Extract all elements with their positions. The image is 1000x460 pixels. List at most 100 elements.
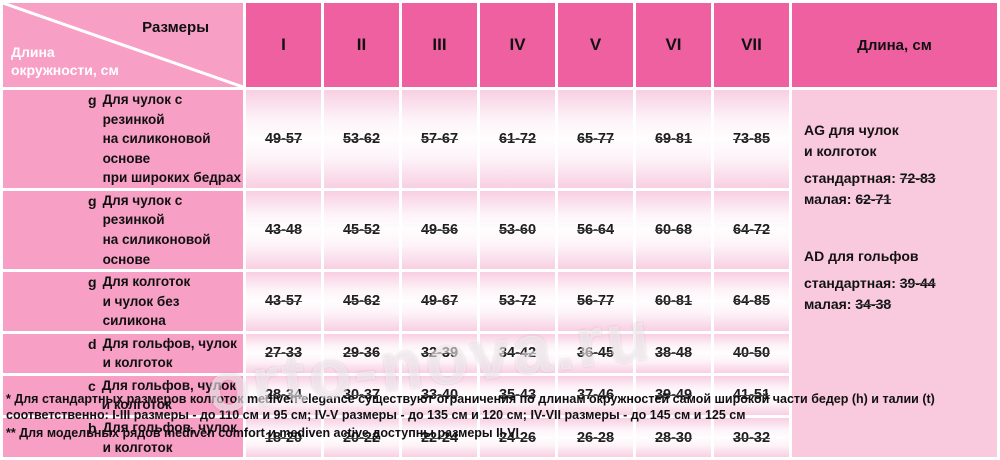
size-value: 60-68 xyxy=(654,221,693,238)
size-value: 20-22 xyxy=(342,429,381,446)
size-column-header-6: VI xyxy=(636,3,711,87)
value-cell: 38-48 xyxy=(636,333,711,373)
row-letter: g xyxy=(88,92,97,108)
length-info-cell: AG для чулок и колготок стандартная: 72-… xyxy=(792,90,997,458)
size-value: 56-64 xyxy=(576,221,615,238)
value-cell: 60-81 xyxy=(636,272,711,331)
size-column-header-1: I xyxy=(246,3,321,87)
sizes-label: Размеры xyxy=(142,19,209,36)
length-info-ad: AD для гольфов стандартная: 39-44 малая:… xyxy=(804,246,989,315)
row-letter: c xyxy=(88,377,96,394)
value-cell: 30-37 xyxy=(324,375,399,415)
value-cell: 37-46 xyxy=(558,375,633,415)
value-cell: 53-60 xyxy=(480,190,555,270)
size-value: 43-48 xyxy=(264,221,303,238)
row-label-cell: c Для гольфов, чулок и колготок xyxy=(3,375,243,415)
table-row: g Для чулок с резинкой на силиконовой ос… xyxy=(3,190,997,270)
size-value: 45-62 xyxy=(342,293,381,310)
row-letter: d xyxy=(88,335,97,352)
value-cell: 56-77 xyxy=(558,272,633,331)
footnotes: * Для стандартных размеров колготок medi… xyxy=(6,391,996,442)
value-cell: 49-56 xyxy=(402,190,477,270)
table-row: g Для чулок с резинкой на силиконовой ос… xyxy=(3,90,997,458)
row-label-cell: g Для колготок и чулок без силикона xyxy=(3,272,243,331)
row-label: Для чулок с резинкой на силиконовой осно… xyxy=(102,92,242,186)
value-cell: 41-51 xyxy=(714,375,789,415)
size-column-header-5: V xyxy=(558,3,633,87)
row-label: Для гольфов, чулок и колготок xyxy=(102,335,237,371)
value-cell: 53-62 xyxy=(324,90,399,188)
value-cell: 61-72 xyxy=(480,90,555,188)
size-value: 49-57 xyxy=(264,130,303,147)
header-row: Размеры Длина окружности, см I II III IV… xyxy=(3,3,997,87)
value-cell: 49-67 xyxy=(402,272,477,331)
size-column-header-3: III xyxy=(402,3,477,87)
ad-title: AD для гольфов xyxy=(804,248,919,264)
ag-small-label: малая: xyxy=(804,191,852,207)
value-cell: 32-39 xyxy=(402,333,477,373)
value-cell: 69-81 xyxy=(636,90,711,188)
ag-title: AG для чулок и колготок xyxy=(804,122,899,159)
size-value: 53-72 xyxy=(498,293,537,310)
size-value: 64-72 xyxy=(732,221,771,238)
size-value: 18-20 xyxy=(264,429,303,446)
size-value: 53-62 xyxy=(342,130,381,147)
size-value: 30-32 xyxy=(732,429,771,446)
row-label: Для гольфов, чулок и колготок xyxy=(101,377,237,413)
diagonal-divider xyxy=(3,3,243,87)
size-value: 73-85 xyxy=(732,130,771,147)
row-letter: g xyxy=(88,274,97,291)
size-value: 29-36 xyxy=(342,345,381,362)
row-label: Для колготок и чулок без силикона xyxy=(102,274,191,329)
size-value: 56-77 xyxy=(576,293,615,310)
value-cell: 35-43 xyxy=(480,375,555,415)
size-value: 28-30 xyxy=(654,429,693,446)
value-cell: 39-49 xyxy=(636,375,711,415)
value-cell: 64-72 xyxy=(714,190,789,270)
size-value: 22-24 xyxy=(420,429,459,446)
length-column-header: Длина, см xyxy=(792,3,997,87)
size-value: 38-48 xyxy=(654,345,693,362)
row-label-cell: g Для чулок с резинкой на силиконовой ос… xyxy=(3,190,243,270)
footnote-1: * Для стандартных размеров колготок medi… xyxy=(6,392,935,423)
value-cell: 28-34 xyxy=(246,375,321,415)
size-value: 33-40 xyxy=(420,387,459,404)
size-value: 32-39 xyxy=(420,345,459,362)
ag-standard-line: стандартная: 72-83 xyxy=(804,168,989,189)
size-value: 69-81 xyxy=(654,130,693,147)
value-cell: 49-57 xyxy=(246,90,321,188)
ad-small-label: малая: xyxy=(804,296,852,312)
value-cell: 60-68 xyxy=(636,190,711,270)
size-value: 53-60 xyxy=(498,221,537,238)
size-value: 65-77 xyxy=(576,130,615,147)
table-row: c Для гольфов, чулок и колготок 28-34 30… xyxy=(3,375,997,415)
size-column-header-4: IV xyxy=(480,3,555,87)
length-info-ag: AG для чулок и колготок стандартная: 72-… xyxy=(804,120,989,210)
row-label-cell: g Для чулок с резинкой на силиконовой ос… xyxy=(3,90,243,188)
corner-cell: Размеры Длина окружности, см xyxy=(3,3,243,87)
size-value: 40-50 xyxy=(732,345,771,362)
ad-standard-label: стандартная: xyxy=(804,275,896,291)
value-cell: 45-62 xyxy=(324,272,399,331)
value-cell: 27-33 xyxy=(246,333,321,373)
ad-small-value: 34-38 xyxy=(855,296,892,312)
size-value: 27-33 xyxy=(264,345,303,362)
ad-small-line: малая: 34-38 xyxy=(804,294,989,315)
value-cell: 53-72 xyxy=(480,272,555,331)
size-value: 24-26 xyxy=(498,429,537,446)
value-cell: 56-64 xyxy=(558,190,633,270)
row-label: Для чулок с резинкой на силиконовой осно… xyxy=(102,192,211,267)
value-cell: 43-48 xyxy=(246,190,321,270)
size-value: 41-51 xyxy=(732,387,771,404)
size-value: 57-67 xyxy=(420,130,459,147)
size-value: 61-72 xyxy=(498,130,537,147)
size-value: 26-28 xyxy=(576,429,615,446)
size-value: 34-42 xyxy=(498,345,537,362)
size-value: 37-46 xyxy=(576,387,615,404)
value-cell: 73-85 xyxy=(714,90,789,188)
value-cell: 29-36 xyxy=(324,333,399,373)
ag-small-value: 62-71 xyxy=(855,191,892,207)
row-letter: b xyxy=(88,420,97,436)
size-value: 28-34 xyxy=(264,387,303,404)
